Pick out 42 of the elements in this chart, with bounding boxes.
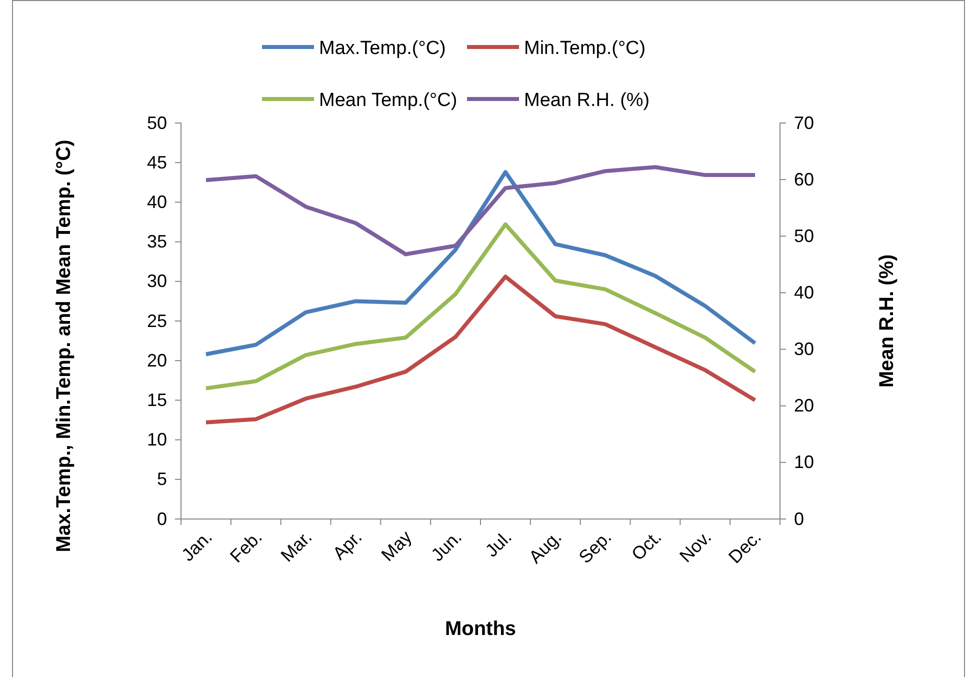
line-series [204,222,758,390]
line-series [204,165,758,256]
x-tick-label: Nov. [676,526,716,566]
y2-tick-label: 40 [794,282,814,302]
line-series [204,170,758,356]
x-tick-label: Feb. [226,526,266,566]
x-tick-label: Jan. [178,526,216,566]
y-tick-label: 40 [146,192,167,212]
x-tick-label: Sep. [574,526,616,568]
y-tick-label: 10 [146,430,167,450]
x-axis-title: Months [444,618,516,640]
legend-label: Max.Temp.(°C) [319,38,446,59]
y-axis-title: Max.Temp., Min.Temp. and Mean Temp. (°C) [53,140,75,552]
y2-tick-label: 30 [794,339,814,360]
y-tick-label: 20 [146,350,167,370]
y-tick-label: 45 [146,152,167,172]
x-tick-label: Dec. [724,526,766,568]
y2-axis-title: Mean R.H. (%) [876,254,898,388]
y2-tick-label: 70 [794,112,814,133]
x-tick-label: Jul. [481,526,516,561]
x-tick-label: Apr. [328,526,366,564]
y-tick-label: 30 [146,271,167,292]
x-tick-label: Oct. [628,526,666,564]
x-tick-label: May [377,526,416,566]
y-tick-label: 50 [146,112,167,133]
y2-tick-label: 10 [794,452,814,472]
y2-tick-label: 0 [794,508,804,529]
y-tick-label: 5 [156,469,167,490]
x-tick-label: Mar. [276,526,316,566]
x-tick-label: Jun. [427,526,466,566]
y-tick-label: 0 [156,508,167,529]
y-tick-label: 35 [146,232,167,252]
y2-tick-label: 20 [794,396,814,416]
line-series [204,274,758,424]
y-tick-label: 25 [146,310,167,331]
x-tick-label: Aug. [525,526,566,568]
legend-label: Mean R.H. (%) [524,90,650,111]
y-tick-label: 15 [146,390,167,410]
y2-tick-label: 60 [794,169,814,190]
legend-label: Mean Temp.(°C) [319,90,458,111]
y2-tick-label: 50 [794,226,814,246]
legend-label: Min.Temp.(°C) [524,38,646,59]
